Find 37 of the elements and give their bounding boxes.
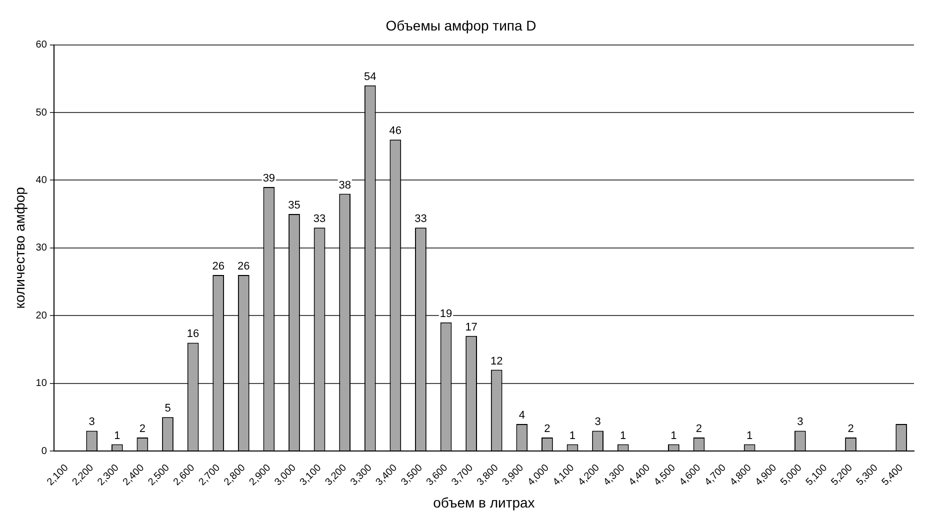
data-label: 2 [139,423,146,436]
data-label: 39 [262,172,276,185]
data-label: 2 [544,423,550,436]
data-label: 35 [288,200,300,212]
data-label: 46 [389,125,402,138]
y-tick-label: 0 [41,446,48,457]
data-label: 1 [746,430,753,442]
y-tick-label: 40 [36,174,48,186]
data-label: 1 [670,430,677,442]
data-label: 3 [797,416,804,428]
data-label: 26 [212,260,224,273]
data-label: 17 [465,321,478,334]
data-label: 5 [164,402,171,415]
data-label: 4 [518,409,525,422]
y-tick-label: 50 [36,107,48,118]
x-axis-title: объем в литрах [433,494,535,510]
y-axis-title: количество амфор [11,186,28,309]
data-label: 1 [114,430,120,442]
data-label: 26 [238,260,250,273]
data-label: 1 [620,430,626,442]
data-label: 16 [186,328,200,340]
data-label: 1 [569,430,576,442]
y-tick-label: 10 [36,378,48,390]
data-label: 33 [414,213,427,226]
data-label: 3 [594,416,601,428]
y-tick-label: 60 [36,40,48,51]
data-label: 54 [364,70,376,83]
y-tick-label: 30 [36,242,48,254]
data-label: 33 [313,213,326,226]
chart-title: Объемы амфор типа D [386,17,536,34]
data-label: 2 [848,423,854,436]
data-label: 19 [440,308,452,320]
data-label: 38 [338,179,351,192]
y-tick-label: 20 [36,310,48,322]
data-label: 2 [696,423,702,436]
data-label: 12 [490,355,503,368]
data-label: 3 [88,416,95,428]
